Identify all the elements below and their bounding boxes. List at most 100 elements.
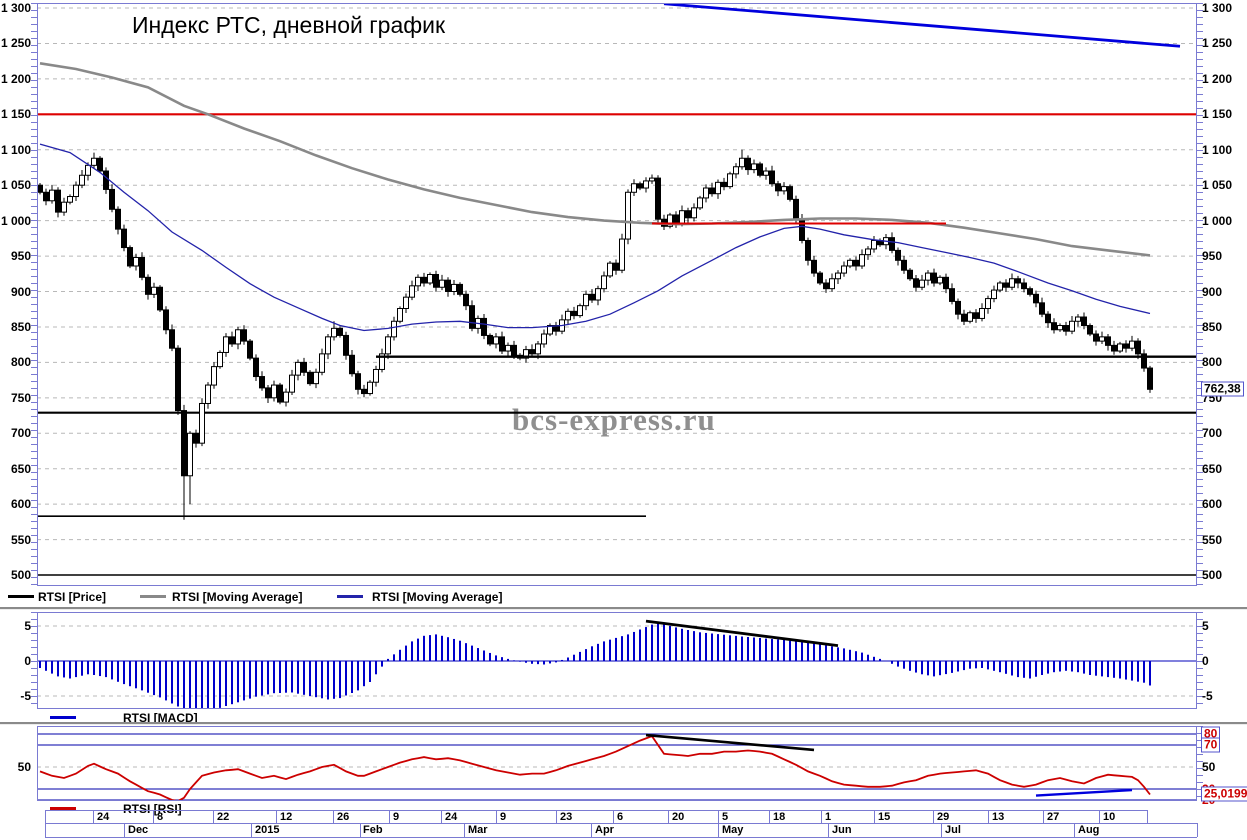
price-tick-left: 1 050 — [0, 178, 31, 193]
date-table-border — [1197, 823, 1198, 837]
price-tick-left: 1 250 — [0, 36, 31, 51]
date-month-label: Feb — [363, 824, 383, 836]
candle-down — [1123, 343, 1129, 349]
rsi-axis-ticks-right — [1197, 726, 1203, 801]
candle-up — [619, 238, 625, 271]
candle-up — [505, 344, 511, 352]
price-tick-left: 850 — [10, 319, 31, 334]
candle-down — [37, 184, 43, 193]
panel-border — [37, 612, 1197, 709]
date-day-label: 12 — [280, 811, 293, 823]
rsi-trendline-blue — [1035, 788, 1133, 797]
candle-down — [1027, 288, 1033, 295]
legend-swatch — [50, 807, 76, 810]
candle-up — [871, 239, 877, 250]
candle-down — [949, 288, 955, 302]
candle-down — [793, 198, 799, 220]
candle-down — [685, 210, 691, 219]
date-table-border — [251, 823, 252, 837]
candle-up — [991, 289, 997, 300]
candle-up — [397, 308, 403, 322]
candle-down — [895, 249, 901, 261]
candle-down — [757, 163, 763, 176]
candle-up — [583, 293, 589, 307]
date-day-label: 8 — [157, 811, 164, 823]
candle-up — [733, 166, 739, 175]
price-tick-right: 500 — [1202, 568, 1223, 582]
candle-up — [1069, 320, 1075, 332]
date-day-label: 20 — [672, 811, 685, 823]
date-table-border — [988, 810, 989, 823]
date-table-border — [718, 823, 719, 837]
price-tick-right: 1 000 — [1202, 213, 1233, 228]
date-day-label: 13 — [992, 811, 1005, 823]
date-table-border — [668, 810, 669, 823]
date-table-border — [828, 823, 829, 837]
date-table-border — [1099, 810, 1100, 823]
date-table-border — [718, 810, 719, 823]
candle-down — [853, 259, 859, 267]
candle-up — [403, 296, 409, 310]
candle-down — [1045, 313, 1051, 324]
candle-up — [205, 384, 211, 404]
macd-trendline — [645, 619, 839, 647]
candle-up — [967, 312, 973, 322]
candle-down — [157, 286, 163, 311]
price-tick-left: 550 — [10, 532, 31, 547]
date-table-border — [153, 810, 154, 823]
candle-down — [961, 313, 967, 322]
date-day-label: 5 — [722, 811, 729, 823]
candle-down — [1135, 340, 1141, 355]
macd-axis-ticks-left — [31, 612, 37, 709]
candle-up — [937, 276, 943, 284]
date-table-border — [213, 810, 214, 823]
candle-down — [499, 336, 505, 352]
rsi-level-box: 70 — [1201, 737, 1221, 753]
rsi-panel — [37, 726, 1197, 801]
date-day-label: 10 — [1103, 811, 1116, 823]
candle-down — [787, 186, 793, 200]
candle-down — [337, 327, 343, 336]
candle-down — [1015, 278, 1021, 284]
date-table-border — [941, 823, 942, 837]
candle-up — [151, 286, 157, 295]
candle-down — [1147, 367, 1153, 390]
price-tick-left: 500 — [10, 568, 31, 582]
macd-tick-left: -5 — [20, 689, 31, 703]
date-month-label: Apr — [595, 824, 614, 836]
candle-up — [391, 320, 397, 338]
candle-down — [457, 283, 463, 295]
price-legend: RTSI [Price] RTSI [Moving Average] RTSI [M… — [0, 589, 1247, 604]
candle-up — [199, 402, 205, 444]
candle-down — [421, 276, 427, 284]
candle-down — [529, 349, 535, 355]
candle-down — [1003, 282, 1009, 288]
rsi-value-box: 25,0199 — [1201, 786, 1247, 802]
candle-up — [631, 183, 637, 193]
date-table-border — [496, 810, 497, 823]
candle-up — [1129, 340, 1135, 349]
date-table-border — [333, 810, 334, 823]
candle-down — [433, 273, 439, 288]
candle-up — [295, 361, 301, 376]
candle-up — [49, 189, 55, 202]
legend-swatch — [140, 595, 166, 598]
candle-down — [355, 373, 361, 390]
candlestick-series — [37, 149, 1153, 520]
candle-up — [523, 349, 529, 359]
candle-up — [73, 184, 79, 198]
candle-down — [43, 191, 49, 202]
date-table-border — [556, 810, 557, 823]
date-day-label: 23 — [560, 811, 573, 823]
candle-up — [997, 282, 1003, 291]
candle-up — [409, 285, 415, 298]
date-day-label: 27 — [1047, 811, 1060, 823]
rsi-trendline-black — [645, 733, 815, 752]
candle-up — [649, 177, 655, 182]
date-day-label: 18 — [773, 811, 786, 823]
moving-average-long — [39, 62, 1151, 257]
candle-down — [193, 432, 199, 444]
candle-down — [247, 340, 253, 359]
candle-up — [133, 256, 139, 267]
rsi-tick-right: 50 — [1202, 760, 1216, 774]
